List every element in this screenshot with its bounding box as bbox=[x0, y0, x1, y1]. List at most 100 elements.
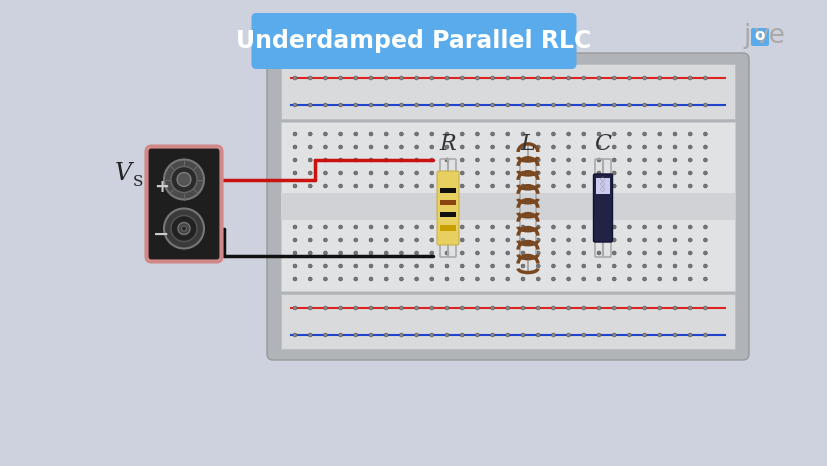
Circle shape bbox=[460, 76, 464, 80]
Circle shape bbox=[703, 171, 706, 175]
Circle shape bbox=[657, 132, 661, 136]
Circle shape bbox=[353, 238, 357, 242]
Circle shape bbox=[536, 132, 539, 136]
Circle shape bbox=[596, 277, 600, 281]
Circle shape bbox=[642, 225, 646, 229]
Circle shape bbox=[520, 184, 524, 188]
Circle shape bbox=[490, 306, 494, 310]
Circle shape bbox=[323, 225, 327, 229]
FancyBboxPatch shape bbox=[593, 174, 612, 242]
Circle shape bbox=[703, 103, 706, 107]
Circle shape bbox=[536, 277, 539, 281]
Circle shape bbox=[642, 264, 646, 268]
Circle shape bbox=[596, 264, 600, 268]
Circle shape bbox=[672, 171, 676, 175]
Circle shape bbox=[444, 306, 448, 310]
Circle shape bbox=[399, 132, 403, 136]
Circle shape bbox=[596, 184, 600, 188]
Circle shape bbox=[460, 238, 464, 242]
Circle shape bbox=[293, 333, 297, 337]
Circle shape bbox=[308, 333, 312, 337]
Circle shape bbox=[384, 103, 388, 107]
Circle shape bbox=[551, 277, 555, 281]
Circle shape bbox=[596, 306, 600, 310]
Circle shape bbox=[460, 264, 464, 268]
Circle shape bbox=[293, 238, 297, 242]
Circle shape bbox=[414, 103, 418, 107]
Circle shape bbox=[657, 103, 661, 107]
Circle shape bbox=[703, 264, 706, 268]
Text: −: − bbox=[153, 225, 170, 244]
Circle shape bbox=[627, 225, 631, 229]
Circle shape bbox=[475, 145, 479, 149]
Circle shape bbox=[505, 76, 509, 80]
Circle shape bbox=[338, 225, 342, 229]
Circle shape bbox=[490, 225, 494, 229]
Circle shape bbox=[581, 264, 585, 268]
Circle shape bbox=[369, 225, 372, 229]
Circle shape bbox=[338, 145, 342, 149]
Circle shape bbox=[566, 306, 570, 310]
Circle shape bbox=[293, 76, 297, 80]
Circle shape bbox=[293, 251, 297, 255]
Circle shape bbox=[353, 76, 357, 80]
Circle shape bbox=[672, 76, 676, 80]
Circle shape bbox=[323, 251, 327, 255]
Circle shape bbox=[429, 251, 433, 255]
Text: Underdamped Parallel RLC: Underdamped Parallel RLC bbox=[236, 29, 591, 53]
Circle shape bbox=[672, 132, 676, 136]
Circle shape bbox=[444, 251, 448, 255]
Circle shape bbox=[551, 251, 555, 255]
Circle shape bbox=[505, 225, 509, 229]
Circle shape bbox=[369, 238, 372, 242]
Circle shape bbox=[429, 76, 433, 80]
Circle shape bbox=[178, 222, 189, 234]
Bar bbox=[439, 199, 456, 205]
Circle shape bbox=[505, 184, 509, 188]
Circle shape bbox=[414, 76, 418, 80]
Circle shape bbox=[657, 225, 661, 229]
Circle shape bbox=[581, 184, 585, 188]
Circle shape bbox=[536, 103, 539, 107]
Circle shape bbox=[520, 103, 524, 107]
Circle shape bbox=[505, 145, 509, 149]
Circle shape bbox=[293, 277, 297, 281]
Circle shape bbox=[323, 184, 327, 188]
Circle shape bbox=[611, 158, 615, 162]
Circle shape bbox=[627, 264, 631, 268]
Circle shape bbox=[596, 103, 600, 107]
Circle shape bbox=[429, 132, 433, 136]
Circle shape bbox=[429, 158, 433, 162]
Circle shape bbox=[687, 184, 691, 188]
Circle shape bbox=[308, 103, 312, 107]
Circle shape bbox=[672, 225, 676, 229]
Circle shape bbox=[444, 171, 448, 175]
Circle shape bbox=[399, 264, 403, 268]
Circle shape bbox=[475, 333, 479, 337]
Circle shape bbox=[687, 171, 691, 175]
Circle shape bbox=[460, 132, 464, 136]
Circle shape bbox=[308, 306, 312, 310]
Circle shape bbox=[384, 277, 388, 281]
Circle shape bbox=[323, 238, 327, 242]
Bar bbox=[280, 64, 734, 119]
Circle shape bbox=[323, 264, 327, 268]
Circle shape bbox=[657, 238, 661, 242]
Circle shape bbox=[611, 76, 615, 80]
Circle shape bbox=[687, 225, 691, 229]
Circle shape bbox=[414, 264, 418, 268]
Circle shape bbox=[384, 184, 388, 188]
Circle shape bbox=[596, 251, 600, 255]
Circle shape bbox=[353, 225, 357, 229]
Circle shape bbox=[338, 171, 342, 175]
Circle shape bbox=[323, 132, 327, 136]
Circle shape bbox=[293, 158, 297, 162]
Circle shape bbox=[505, 171, 509, 175]
Circle shape bbox=[490, 132, 494, 136]
Circle shape bbox=[399, 76, 403, 80]
Circle shape bbox=[551, 158, 555, 162]
Circle shape bbox=[505, 158, 509, 162]
Circle shape bbox=[444, 225, 448, 229]
Circle shape bbox=[505, 306, 509, 310]
Circle shape bbox=[399, 103, 403, 107]
